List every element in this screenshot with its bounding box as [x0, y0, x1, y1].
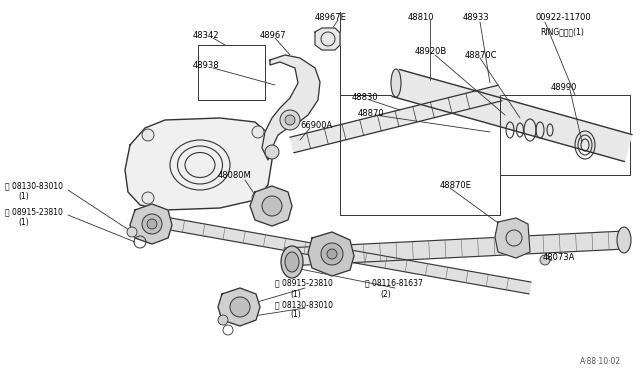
Text: Ⓑ 08130-83010: Ⓑ 08130-83010	[5, 182, 63, 190]
Text: ⓜ 08915-23810: ⓜ 08915-23810	[275, 279, 333, 288]
Polygon shape	[262, 55, 320, 160]
Polygon shape	[285, 231, 625, 266]
Circle shape	[218, 315, 228, 325]
Polygon shape	[130, 204, 172, 244]
Text: (2): (2)	[380, 289, 391, 298]
Text: (1): (1)	[18, 192, 29, 201]
Polygon shape	[392, 70, 632, 161]
Text: (1): (1)	[290, 311, 301, 320]
Polygon shape	[308, 232, 354, 276]
Text: 48990: 48990	[551, 83, 577, 93]
Ellipse shape	[281, 246, 303, 278]
Circle shape	[265, 145, 279, 159]
Text: Ⓑ 08130-83010: Ⓑ 08130-83010	[275, 301, 333, 310]
Text: 00922-11700: 00922-11700	[535, 13, 591, 22]
Text: RINGリング(1): RINGリング(1)	[540, 28, 584, 36]
Polygon shape	[290, 85, 502, 153]
Circle shape	[127, 227, 137, 237]
Text: 48933: 48933	[463, 13, 490, 22]
Polygon shape	[495, 218, 530, 258]
Ellipse shape	[391, 69, 401, 97]
Text: 48073A: 48073A	[543, 253, 575, 263]
Text: 66900A: 66900A	[300, 122, 332, 131]
Text: 48080M: 48080M	[218, 171, 252, 180]
Text: 48967E: 48967E	[315, 13, 347, 22]
Circle shape	[147, 219, 157, 229]
Circle shape	[321, 243, 343, 265]
Text: 48870: 48870	[358, 109, 385, 118]
Text: (1): (1)	[290, 289, 301, 298]
Text: 48810: 48810	[408, 13, 435, 22]
Text: 48342: 48342	[193, 31, 220, 39]
Circle shape	[252, 192, 264, 204]
Polygon shape	[125, 118, 272, 210]
Polygon shape	[218, 288, 260, 326]
Text: Ⓑ 08116-81637: Ⓑ 08116-81637	[365, 279, 423, 288]
Text: 48870C: 48870C	[465, 51, 497, 60]
Circle shape	[252, 126, 264, 138]
Text: 48870E: 48870E	[440, 182, 472, 190]
Text: 48938: 48938	[193, 61, 220, 70]
Circle shape	[540, 255, 550, 265]
Text: 48830: 48830	[352, 93, 379, 103]
Circle shape	[285, 115, 295, 125]
Polygon shape	[147, 214, 531, 294]
Text: A·88·10·02: A·88·10·02	[580, 357, 621, 366]
Circle shape	[280, 110, 300, 130]
Circle shape	[142, 129, 154, 141]
Circle shape	[230, 297, 250, 317]
Text: ⓜ 08915-23810: ⓜ 08915-23810	[5, 208, 63, 217]
Polygon shape	[315, 28, 340, 50]
Ellipse shape	[617, 227, 631, 253]
Text: 48920B: 48920B	[415, 48, 447, 57]
Circle shape	[327, 249, 337, 259]
Circle shape	[262, 196, 282, 216]
Circle shape	[142, 192, 154, 204]
Text: 48967: 48967	[260, 31, 287, 39]
Polygon shape	[250, 186, 292, 226]
Text: (1): (1)	[18, 218, 29, 227]
Circle shape	[142, 214, 162, 234]
Ellipse shape	[285, 252, 299, 272]
